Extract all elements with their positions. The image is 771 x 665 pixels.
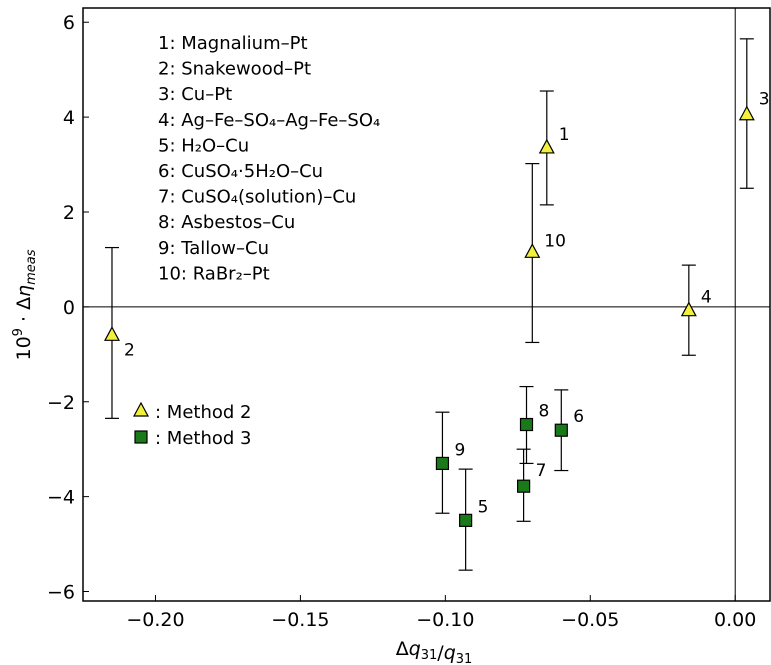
plot-area: −0.20 −0.15 −0.10 −0.05 0.00 −6 −4 −2 0 2 4 6 — [47, 8, 770, 631]
y-tick-label: 0 — [63, 297, 75, 319]
point-label: 2 — [124, 340, 135, 360]
x-tick-label: 0.00 — [714, 609, 756, 631]
sample-list-item: 10: RaBr₂–Pt — [158, 263, 270, 284]
sample-list-item: 8: Asbestos–Cu — [158, 212, 295, 233]
data-point-triangle — [682, 303, 696, 316]
x-tick-label: −0.05 — [561, 609, 619, 631]
x-axis-label: Δq31/q31 — [396, 638, 473, 665]
point-label: 7 — [536, 461, 547, 481]
point-label: 1 — [559, 125, 570, 145]
sample-list-item: 7: CuSO₄(solution)–Cu — [158, 187, 356, 208]
y-tick-label: −2 — [47, 392, 75, 414]
sample-list-item: 9: Tallow–Cu — [158, 238, 269, 259]
legend: : Method 2 : Method 3 — [134, 402, 251, 449]
point-label: 6 — [573, 407, 584, 427]
sample-list-item: 3: Cu–Pt — [158, 84, 232, 105]
data-point-triangle — [105, 327, 119, 340]
data-point-triangle — [525, 244, 539, 257]
data-point-square — [518, 480, 530, 492]
y-tick-label: 6 — [63, 12, 75, 34]
y-tick-label: 4 — [63, 107, 75, 129]
sample-list-item: 4: Ag–Fe–SO₄–Ag–Fe–SO₄ — [158, 110, 380, 131]
x-tick-label: −0.20 — [126, 609, 184, 631]
legend-label: : Method 2 — [155, 402, 251, 423]
y-tick-label: −4 — [47, 487, 75, 509]
data-point-square — [555, 424, 567, 436]
sample-list-item: 1: Magnalium–Pt — [158, 33, 308, 54]
legend-marker-square — [135, 431, 147, 443]
sample-list-item: 2: Snakewood–Pt — [158, 59, 311, 80]
y-axis-label: 109 · Δηmeas — [11, 249, 39, 360]
point-label: 8 — [539, 402, 550, 422]
y-tick-label: −6 — [47, 582, 75, 604]
x-tick-label: −0.10 — [416, 609, 474, 631]
point-label: 4 — [701, 288, 712, 308]
sample-list-item: 6: CuSO₄·5H₂O–Cu — [158, 161, 323, 182]
point-label: 9 — [454, 440, 465, 460]
sample-list: 1: Magnalium–Pt 2: Snakewood–Pt 3: Cu–Pt 4:… — [158, 33, 380, 284]
point-label: 5 — [478, 497, 489, 517]
point-label: 10 — [544, 231, 566, 251]
data-point-triangle — [740, 107, 754, 120]
legend-marker-triangle — [134, 403, 148, 416]
x-tick-label: −0.15 — [271, 609, 329, 631]
data-point-square — [521, 419, 533, 431]
data-point-square — [436, 457, 448, 469]
data-point-triangle — [540, 140, 554, 153]
y-tick-label: 2 — [63, 202, 75, 224]
legend-label: : Method 3 — [155, 428, 251, 449]
data-point-square — [460, 514, 472, 526]
point-label: 3 — [759, 90, 770, 110]
sample-list-item: 5: H₂O–Cu — [158, 135, 249, 156]
